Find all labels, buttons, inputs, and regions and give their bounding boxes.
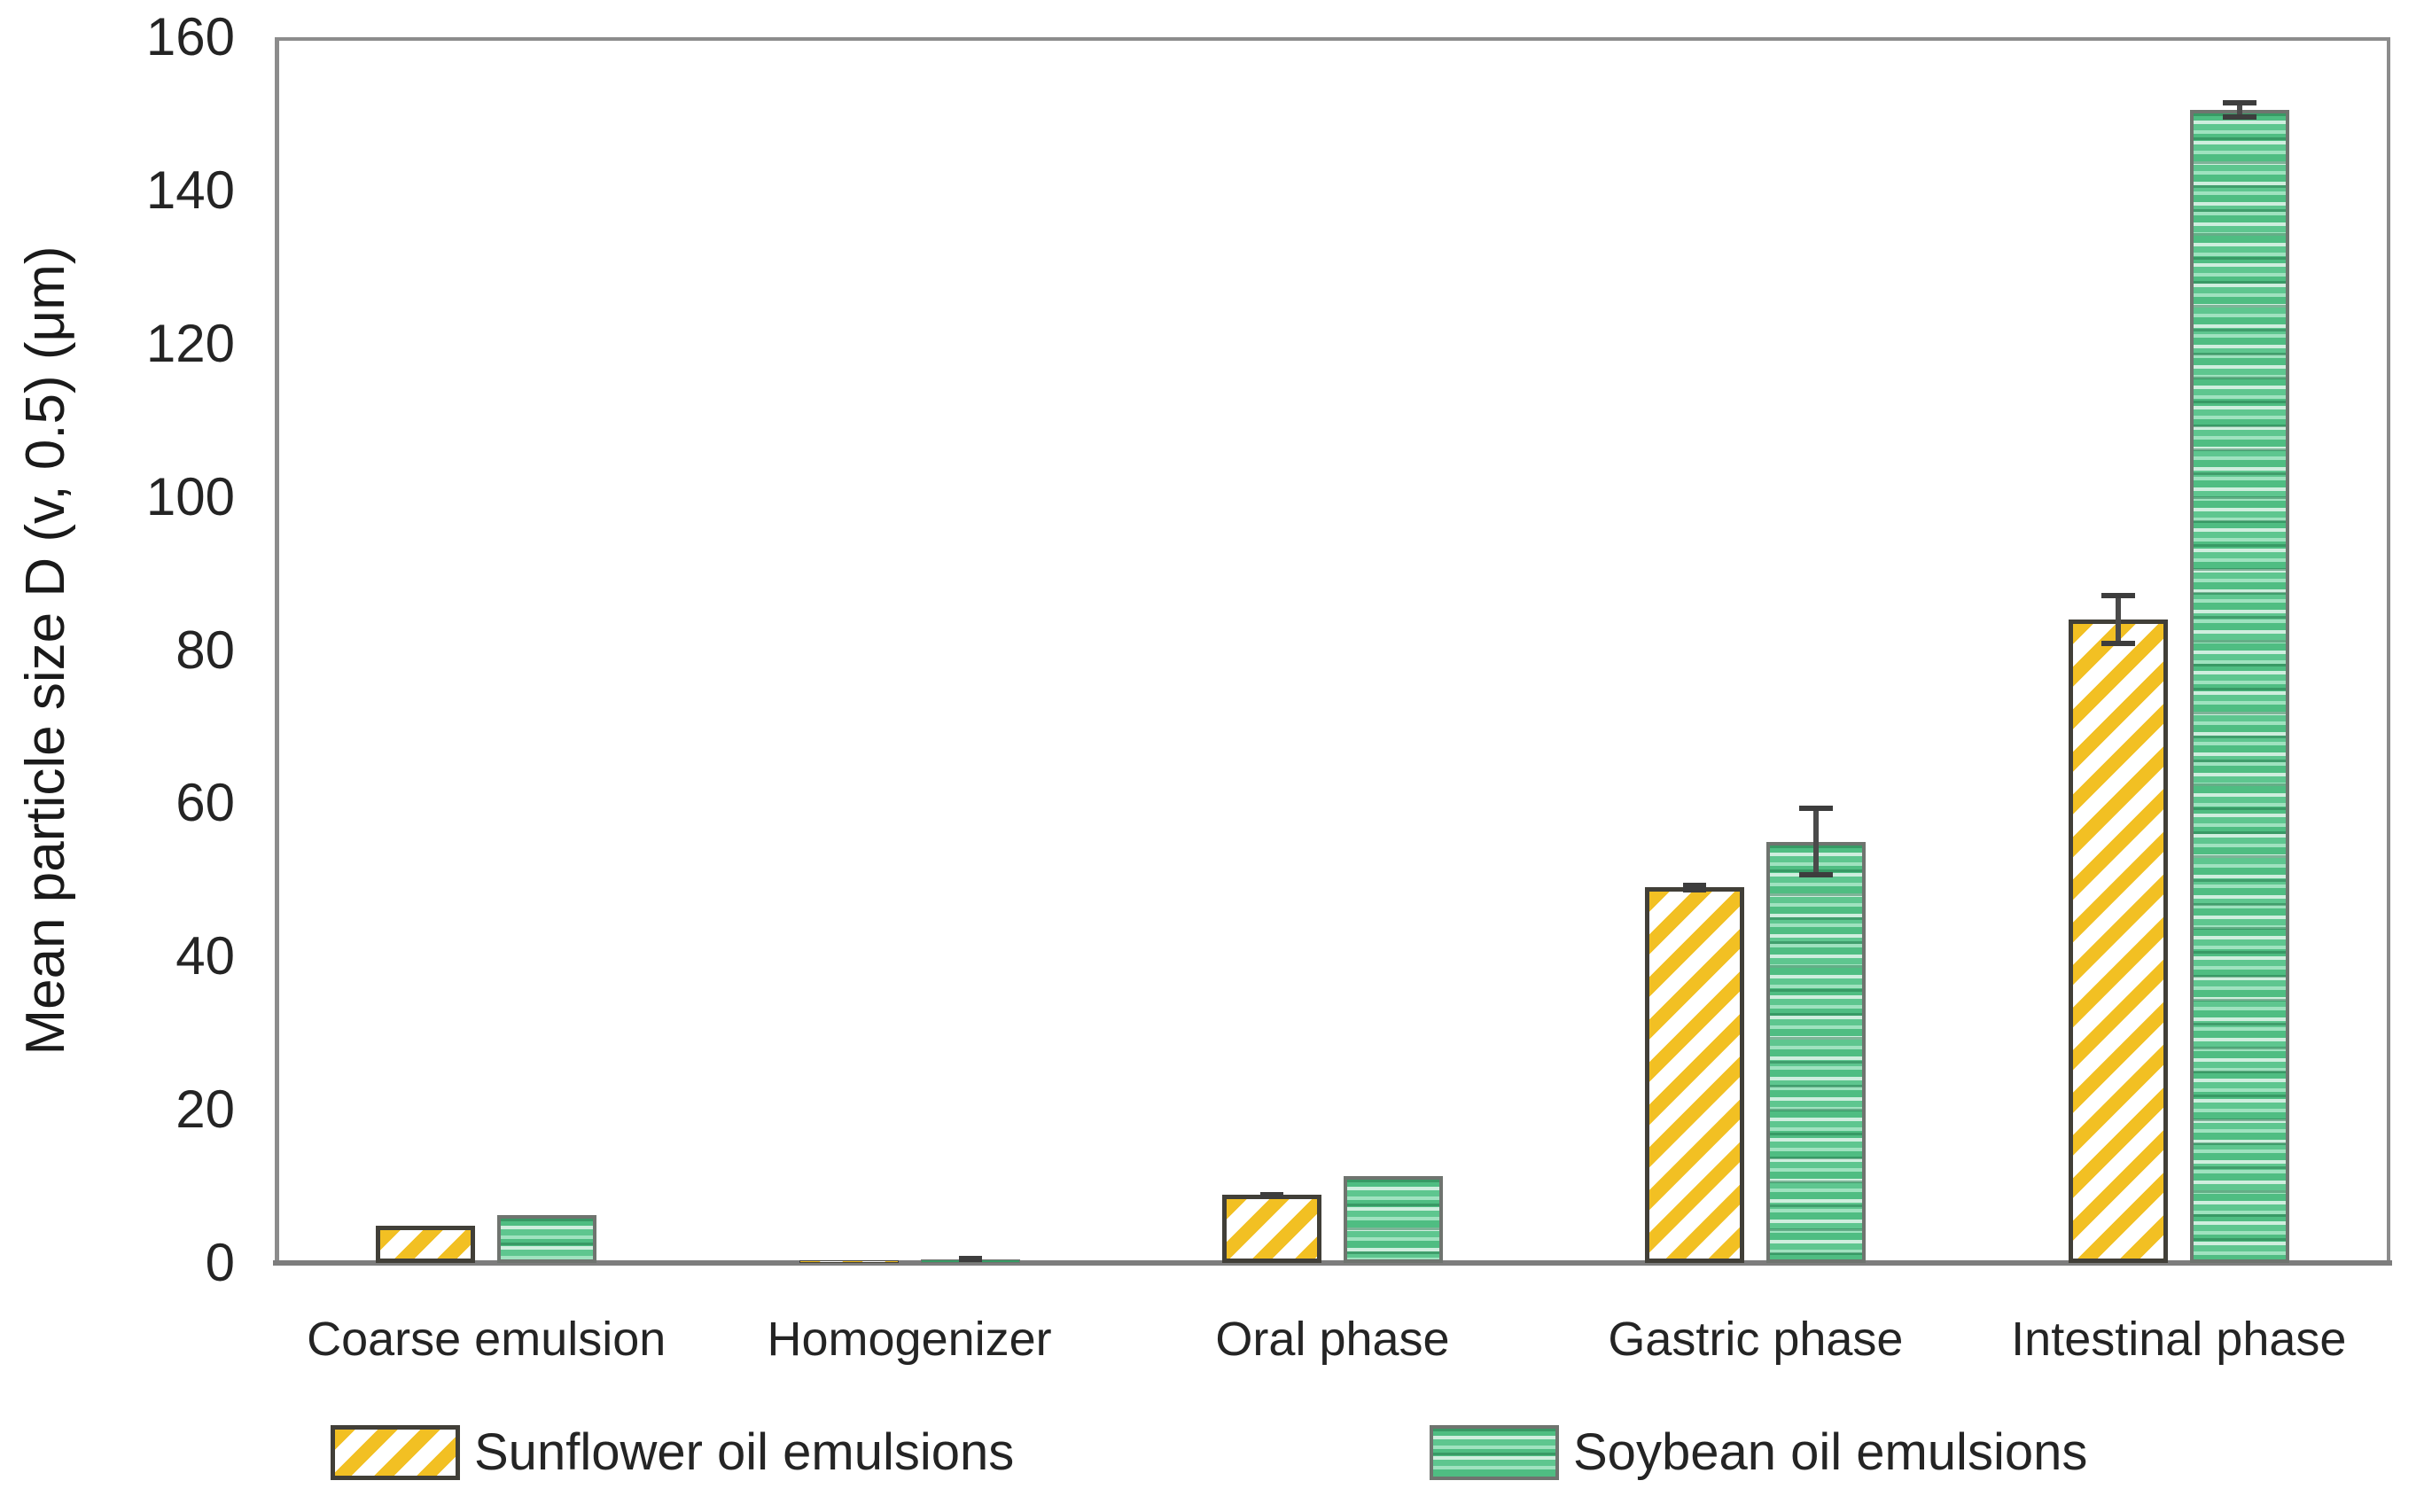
error-bar: [1798, 805, 1834, 878]
legend-entry-sunflower: Sunflower oil emulsions: [331, 1425, 1014, 1480]
y-tick-label: 60: [175, 773, 235, 833]
error-bar: [1254, 1191, 1290, 1198]
y-tick-label: 160: [145, 7, 235, 66]
plot-area: [275, 37, 2390, 1263]
bar-sunflower-intestinal-phase: [2068, 619, 2168, 1263]
legend-label-sunflower: Sunflower oil emulsions: [474, 1423, 1015, 1481]
y-tick-label: 0: [205, 1233, 235, 1292]
x-tick-label-intestinal-phase: Intestinal phase: [2011, 1313, 2347, 1366]
error-bar: [2222, 99, 2257, 121]
x-tick-label-coarse-emulsion: Coarse emulsion: [307, 1313, 666, 1366]
x-tick-label-gastric-phase: Gastric phase: [1608, 1313, 1904, 1366]
bar-sunflower-homogenizer: [799, 1260, 899, 1263]
bar-sunflower-gastric-phase: [1645, 887, 1745, 1263]
error-bar: [953, 1256, 988, 1263]
y-tick-label: 100: [145, 466, 235, 526]
bar-soybean-intestinal-phase: [2189, 110, 2289, 1263]
legend-label-soybean: Soybean oil emulsions: [1573, 1423, 2088, 1481]
bar-sunflower-oral-phase: [1222, 1195, 1321, 1263]
bar-soybean-oral-phase: [1344, 1176, 1443, 1263]
error-bar: [2101, 592, 2136, 647]
bar-soybean-coarse-emulsion: [497, 1215, 597, 1263]
y-tick-label: 120: [145, 313, 235, 373]
soybean-swatch-icon: [1430, 1425, 1559, 1480]
x-tick-label-homogenizer: Homogenizer: [767, 1313, 1052, 1366]
bar-soybean-gastric-phase: [1766, 841, 1867, 1263]
sunflower-swatch-icon: [331, 1425, 460, 1480]
y-tick-label: 80: [175, 620, 235, 680]
y-tick-label: 140: [145, 160, 235, 220]
y-tick-label: 40: [175, 926, 235, 986]
legend-entry-soybean: Soybean oil emulsions: [1430, 1425, 2087, 1480]
y-tick-label: 20: [175, 1079, 235, 1140]
error-bar: [1677, 883, 1712, 892]
x-tick-label-oral-phase: Oral phase: [1215, 1313, 1450, 1366]
x-axis-line: [273, 1260, 2392, 1266]
bar-sunflower-coarse-emulsion: [376, 1225, 476, 1263]
